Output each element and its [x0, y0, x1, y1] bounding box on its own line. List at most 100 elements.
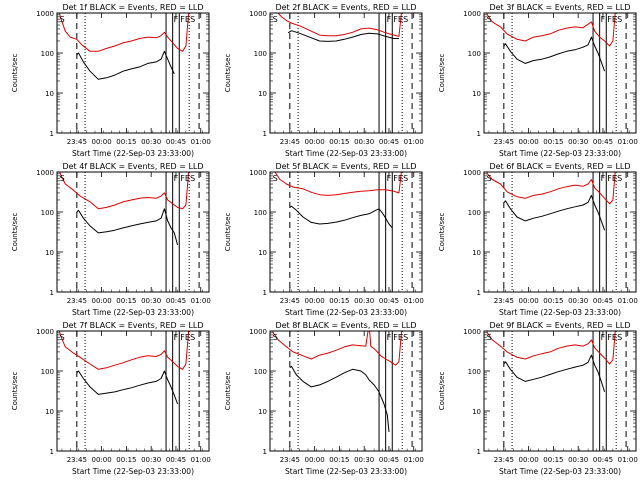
x-tick-label: 00:45: [379, 297, 399, 305]
chart-title: Det 5f BLACK = Events, RED = LLD: [275, 162, 416, 171]
series-line-lld: [272, 331, 403, 366]
event-marker-label: S: [403, 174, 408, 183]
x-tick-label: 23:45: [280, 138, 300, 146]
x-axis-label: Start Time (22-Sep-03 23:33:00): [499, 467, 621, 476]
event-marker-label: S: [190, 174, 195, 183]
y-tick-label: 100: [41, 209, 54, 217]
y-tick-label: 1: [263, 289, 267, 297]
chart-title: Det 2f BLACK = Events, RED = LLD: [275, 3, 416, 12]
y-tick-label: 10: [45, 408, 54, 416]
series-line-lld: [486, 172, 616, 205]
y-tick-label: 10: [472, 249, 481, 257]
panel-data: [272, 331, 413, 451]
y-tick-label: 1000: [36, 328, 54, 336]
event-marker-label: FE: [393, 174, 403, 183]
plot-frame: [483, 171, 637, 293]
event-marker-label: S: [273, 333, 278, 342]
panel-2: Det 2f BLACK = Events, RED = LLD Counts/s…: [224, 3, 424, 158]
x-tick-label: 00:45: [166, 456, 186, 464]
event-marker-label: S: [273, 15, 278, 24]
series-line-lld: [274, 172, 402, 196]
panel-data: [58, 331, 200, 451]
y-tick-label: 1000: [463, 10, 481, 18]
x-tick-label: 00:30: [141, 138, 161, 146]
y-tick-label: 100: [254, 368, 267, 376]
x-tick-label: 00:45: [593, 138, 613, 146]
series-line-lld: [59, 172, 190, 210]
series-line-events: [287, 30, 399, 42]
x-axis-label: Start Time (22-Sep-03 23:33:00): [285, 467, 407, 476]
event-marker-label: F: [601, 174, 606, 183]
event-marker-label: FE: [393, 333, 403, 342]
event-marker-label: FE: [393, 15, 403, 24]
panel-5: Det 5f BLACK = Events, RED = LLD Counts/s…: [224, 162, 424, 317]
event-marker-label: FE: [180, 15, 190, 24]
plot-frame: [56, 330, 210, 452]
panel-8: Det 8f BLACK = Events, RED = LLD Counts/s…: [224, 321, 424, 476]
plot-frame: [483, 12, 637, 134]
y-tick-label: 1: [263, 448, 267, 456]
x-tick-label: 00:30: [354, 138, 374, 146]
x-tick-label: 00:45: [593, 456, 613, 464]
x-tick-label: 00:45: [593, 297, 613, 305]
series-line-lld: [486, 331, 616, 365]
x-tick-label: 00:15: [543, 138, 563, 146]
event-marker-label: F: [174, 15, 179, 24]
x-tick-label: 00:30: [568, 456, 588, 464]
x-tick-label: 00:30: [141, 297, 161, 305]
x-tick-label: 01:00: [404, 297, 424, 305]
y-tick-label: 1000: [249, 328, 267, 336]
x-tick-label: 01:00: [191, 138, 211, 146]
event-marker-label: FE: [180, 333, 190, 342]
panel-data: [486, 172, 627, 292]
x-axis-label: Start Time (22-Sep-03 23:33:00): [72, 308, 194, 317]
plot-frame: [483, 330, 637, 452]
chart-title: Det 6f BLACK = Events, RED = LLD: [489, 162, 630, 171]
series-line-events: [503, 36, 606, 72]
x-tick-label: 01:00: [618, 456, 638, 464]
y-axis-label: Counts/sec: [11, 372, 19, 411]
x-tick-label: 00:00: [519, 138, 539, 146]
event-marker-label: F: [601, 333, 606, 342]
y-axis-label: Counts/sec: [224, 54, 232, 93]
x-tick-label: 23:45: [494, 297, 514, 305]
x-tick-label: 00:00: [305, 138, 325, 146]
event-marker-label: S: [617, 15, 622, 24]
y-axis-label: Counts/sec: [438, 54, 446, 93]
series-line-events: [289, 365, 390, 432]
y-tick-label: 1000: [36, 169, 54, 177]
y-tick-label: 1: [477, 448, 481, 456]
y-tick-label: 1000: [36, 10, 54, 18]
x-tick-label: 00:15: [116, 456, 136, 464]
x-tick-label: 00:15: [116, 297, 136, 305]
series-line-events: [76, 50, 175, 80]
event-marker-label: S: [190, 15, 195, 24]
x-tick-label: 00:15: [543, 456, 563, 464]
y-tick-label: 10: [45, 249, 54, 257]
x-tick-label: 01:00: [191, 297, 211, 305]
event-marker-label: S: [487, 15, 492, 24]
chart-title: Det 8f BLACK = Events, RED = LLD: [275, 321, 416, 330]
y-tick-label: 1000: [249, 169, 267, 177]
x-tick-label: 00:15: [116, 138, 136, 146]
x-tick-label: 23:45: [67, 297, 87, 305]
chart-title: Det 1f BLACK = Events, RED = LLD: [62, 3, 203, 12]
event-marker-label: F: [387, 174, 392, 183]
series-line-events: [503, 194, 606, 231]
x-tick-label: 00:00: [92, 297, 112, 305]
series-line-events: [76, 370, 179, 405]
y-tick-label: 1000: [463, 328, 481, 336]
panel-3: Det 3f BLACK = Events, RED = LLD Counts/s…: [438, 3, 638, 158]
plot-frame: [269, 12, 423, 134]
x-tick-label: 00:45: [379, 138, 399, 146]
x-axis-label: Start Time (22-Sep-03 23:33:00): [72, 467, 194, 476]
y-tick-label: 1: [50, 289, 54, 297]
y-tick-label: 10: [472, 408, 481, 416]
x-tick-label: 00:15: [543, 297, 563, 305]
x-tick-label: 00:15: [329, 138, 349, 146]
event-marker-label: F: [601, 15, 606, 24]
x-tick-label: 23:45: [280, 456, 300, 464]
x-tick-label: 00:00: [519, 297, 539, 305]
x-tick-label: 23:45: [67, 456, 87, 464]
